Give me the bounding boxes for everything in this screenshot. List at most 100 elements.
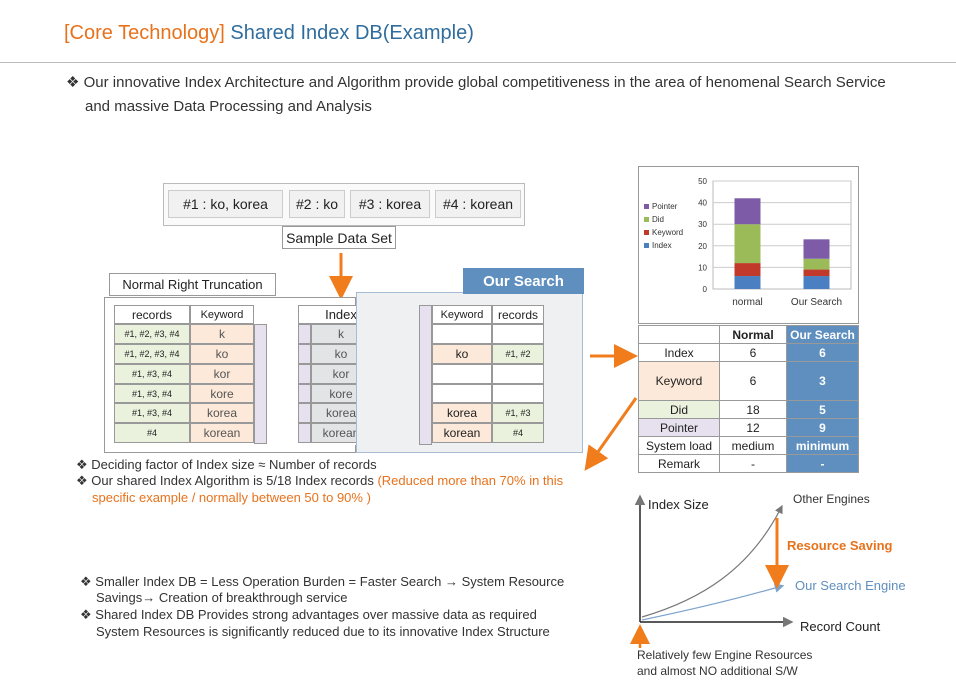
note-line: Deciding factor of Index size ≈ Number o… <box>91 457 377 472</box>
bar-segment-keyword <box>803 269 830 277</box>
our-keyword-cell <box>432 364 492 384</box>
comparison-row: Pointer 12 9 <box>638 418 859 437</box>
normal-records-cell: #1, #2, #3, #4 <box>114 324 190 344</box>
growth-footnote: Relatively few Engine Resources and almo… <box>637 647 812 679</box>
our-keyword-header: Keyword <box>432 305 492 324</box>
comparison-normal-value: - <box>719 454 787 473</box>
other-engines-curve <box>641 504 783 618</box>
bar-segment-keyword <box>734 263 761 277</box>
index-pointer-cell <box>298 364 311 384</box>
comparison-row: System load medium minimum <box>638 436 859 455</box>
normal-keyword-cell: korea <box>190 403 254 423</box>
y-tick-label: 40 <box>698 199 707 208</box>
legend-label: Did <box>652 215 664 224</box>
title-divider <box>0 62 956 63</box>
sample-item: #1 : ko, korea <box>168 190 283 218</box>
comparison-corner <box>638 325 720 344</box>
y-tick-label: 10 <box>698 263 707 272</box>
y-tick-label: 30 <box>698 220 707 229</box>
y-tick-label: 0 <box>703 285 708 294</box>
our-records-cell <box>492 384 544 403</box>
our-engine-curve <box>641 583 785 621</box>
footnote-line: and almost NO additional S/W <box>637 664 798 678</box>
our-engine-label: Our Search Engine <box>795 578 906 593</box>
index-pointer-cell <box>298 324 311 344</box>
legend-label: Keyword <box>652 228 683 237</box>
comparison-ours-header: Our Search <box>786 325 859 344</box>
normal-records-cell: #1, #2, #3, #4 <box>114 344 190 364</box>
comparison-row: Did 18 5 <box>638 400 859 419</box>
title-bracket: [Core Technology] <box>64 22 225 44</box>
index-pointer-cell <box>298 384 311 403</box>
bar-segment-index <box>734 276 761 289</box>
bar-segment-index <box>803 276 830 289</box>
our-keyword-cell: korea <box>432 403 492 423</box>
normal-keyword-cell: ko <box>190 344 254 364</box>
comparison-normal-value: medium <box>719 436 787 455</box>
our-keyword-cell: ko <box>432 344 492 364</box>
legend-swatch <box>644 243 649 248</box>
comparison-label: Pointer <box>638 418 720 437</box>
note-line-3: specific example / normally between 50 t… <box>92 490 371 505</box>
our-records-cell: #1, #3 <box>492 403 544 423</box>
note-smaller-index: ❖ Smaller Index DB = Less Operation Burd… <box>80 574 564 590</box>
comparison-label: Keyword <box>638 361 720 401</box>
resource-saving-label: Resource Saving <box>787 538 893 553</box>
growth-y-label: Index Size <box>648 497 709 512</box>
comparison-row: Keyword 6 3 <box>638 361 859 401</box>
diamond-bullet-icon: ❖ <box>66 74 80 91</box>
comparison-normal-value: 12 <box>719 418 787 437</box>
diamond-bullet-icon: ❖ <box>76 473 88 488</box>
comparison-ours-value: 3 <box>786 361 859 401</box>
our-pointer-column <box>419 305 432 445</box>
y-tick-label: 50 <box>698 177 707 186</box>
note-shared-index: ❖ Shared Index DB Provides strong advant… <box>80 607 537 623</box>
normal-records-cell: #1, #3, #4 <box>114 364 190 384</box>
comparison-label: Did <box>638 400 720 419</box>
footnote-line: Relatively few Engine Resources <box>637 648 813 662</box>
bar-segment-pointer <box>803 239 830 259</box>
normal-records-cell: #4 <box>114 423 190 443</box>
diamond-bullet-icon: ❖ <box>80 607 92 622</box>
normal-pointer-column <box>254 324 267 444</box>
bar-segment-pointer <box>734 198 761 225</box>
legend-label: Pointer <box>652 202 678 211</box>
legend-swatch <box>644 204 649 209</box>
title-main: Shared Index DB(Example) <box>230 22 474 44</box>
y-tick-label: 20 <box>698 242 707 251</box>
normal-records-cell: #1, #3, #4 <box>114 403 190 423</box>
comparison-ours-value: 5 <box>786 400 859 419</box>
legend-swatch <box>644 217 649 222</box>
comparison-table: Normal Our Search Index 6 6 Keyword 6 3 Did 18 5… <box>638 325 859 473</box>
our-records-header: records <box>492 305 544 324</box>
comparison-ours-value: 9 <box>786 418 859 437</box>
sample-data-set-label: Sample Data Set <box>282 226 396 249</box>
comparison-normal-value: 18 <box>719 400 787 419</box>
index-pointer-cell <box>298 403 311 423</box>
sample-item: #3 : korea <box>350 190 430 218</box>
comparison-ours-value: - <box>786 454 859 473</box>
note-algorithm: ❖ Our shared Index Algorithm is 5/18 Ind… <box>76 473 563 489</box>
sample-item: #4 : korean <box>435 190 521 218</box>
our-keyword-cell: korean <box>432 423 492 443</box>
normal-keyword-cell: kor <box>190 364 254 384</box>
plot-area <box>712 180 852 290</box>
x-tick-label: Our Search <box>791 297 842 308</box>
comparison-row: Index 6 6 <box>638 343 859 362</box>
our-search-label: Our Search <box>463 268 584 294</box>
note-line: Smaller Index DB = Less Operation Burden… <box>95 574 565 589</box>
our-keyword-cell <box>432 384 492 403</box>
sample-item: #2 : ko <box>289 190 345 218</box>
note-line: Our shared Index Algorithm is 5/18 Index… <box>91 473 378 488</box>
diamond-bullet-icon: ❖ <box>76 457 88 472</box>
note-line: Savings→ Creation of breakthrough servic… <box>96 590 348 605</box>
our-records-cell <box>492 324 544 344</box>
normal-keyword-cell: kore <box>190 384 254 403</box>
normal-keyword-cell: korean <box>190 423 254 443</box>
note-index-size: ❖ Deciding factor of Index size ≈ Number… <box>76 457 377 473</box>
normal-keyword-header: Keyword <box>190 305 254 324</box>
comparison-normal-value: 6 <box>719 343 787 362</box>
intro-line-2: and massive Data Processing and Analysis <box>85 98 372 115</box>
index-pointer-cell <box>298 423 311 443</box>
note-line: System Resources is significantly reduce… <box>96 624 550 639</box>
